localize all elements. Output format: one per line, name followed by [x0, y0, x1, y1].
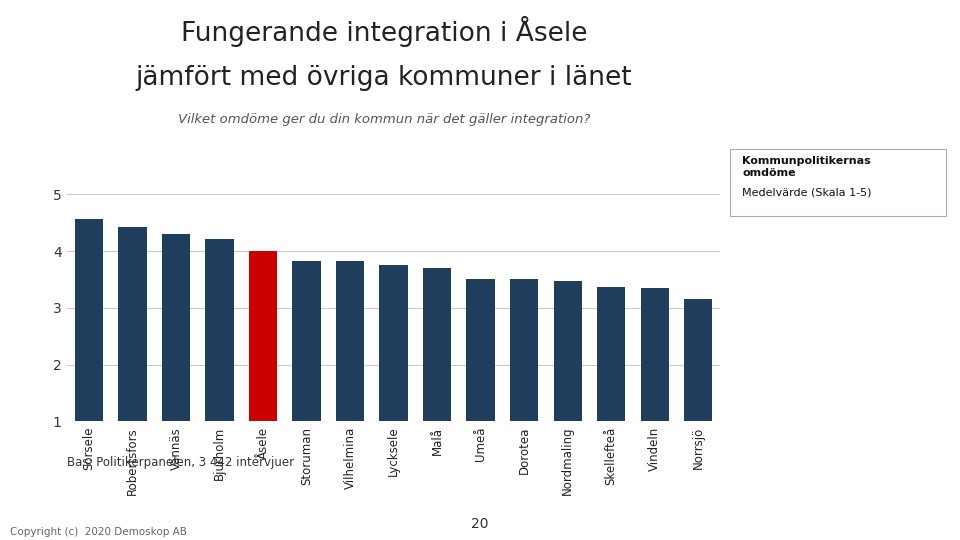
Bar — [118, 227, 147, 478]
Bar — [423, 268, 451, 478]
Text: Medelvärde (Skala 1-5): Medelvärde (Skala 1-5) — [742, 188, 872, 198]
Bar — [684, 299, 712, 478]
Text: Vilket omdöme ger du din kommun när det gäller integration?: Vilket omdöme ger du din kommun när det … — [178, 113, 590, 126]
Bar — [293, 261, 321, 478]
Text: Fungerande integration i Åsele: Fungerande integration i Åsele — [180, 16, 588, 47]
Bar — [75, 219, 103, 478]
Bar — [379, 265, 408, 478]
Bar — [205, 239, 233, 478]
Bar — [249, 251, 277, 478]
Bar — [336, 261, 364, 478]
Bar — [162, 234, 190, 478]
Bar — [467, 280, 494, 478]
Bar — [510, 280, 539, 478]
Bar — [640, 288, 669, 478]
Bar — [597, 287, 625, 478]
Text: 20: 20 — [471, 517, 489, 531]
Text: jämfört med övriga kommuner i länet: jämfört med övriga kommuner i länet — [135, 65, 633, 91]
Text: Bas: Politikerpanelen, 3 442 intervjuer: Bas: Politikerpanelen, 3 442 intervjuer — [67, 456, 295, 469]
Text: Copyright (c)  2020 Demoskop AB: Copyright (c) 2020 Demoskop AB — [10, 527, 186, 537]
Text: Kommunpolitikernas
omdöme: Kommunpolitikernas omdöme — [742, 156, 871, 178]
Bar — [554, 281, 582, 478]
